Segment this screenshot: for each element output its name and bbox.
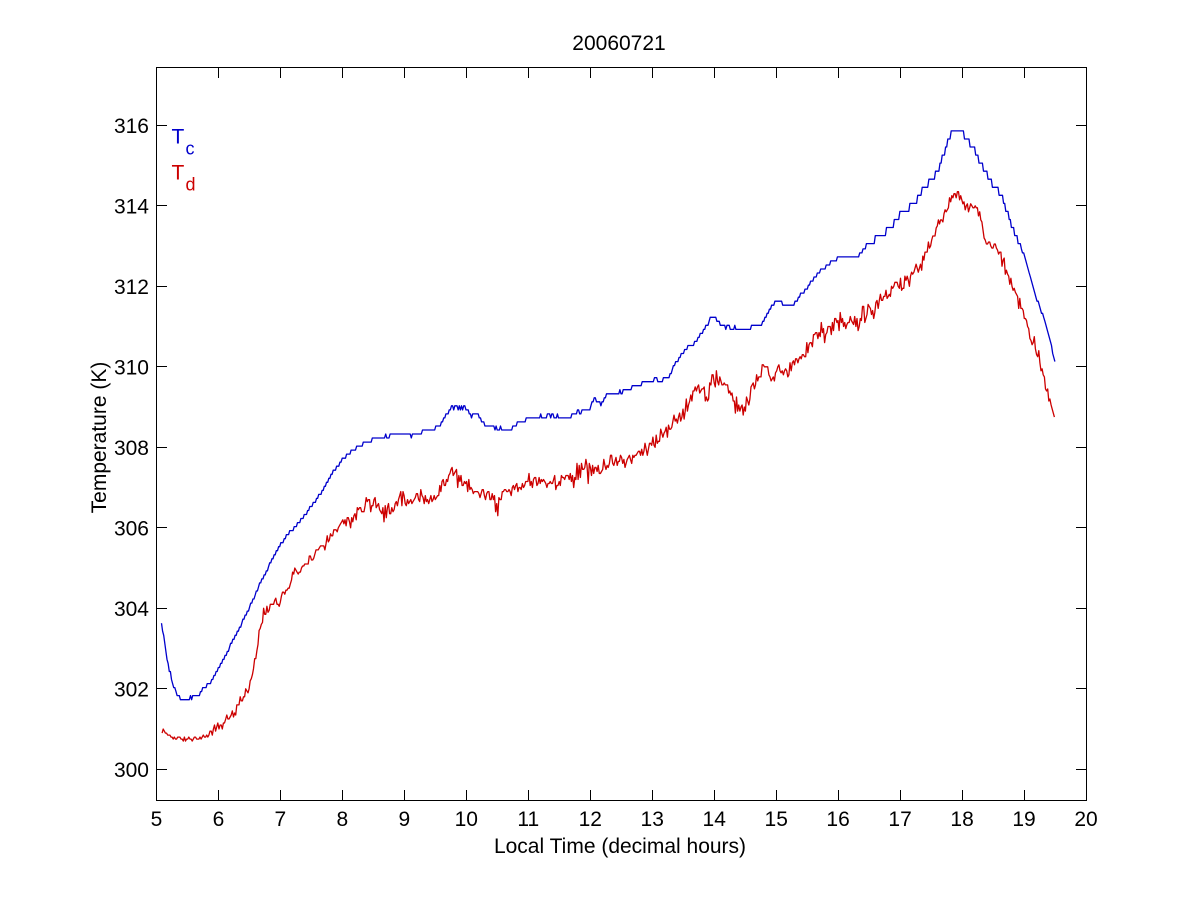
svg-text:6: 6 bbox=[213, 808, 225, 831]
svg-text:8: 8 bbox=[337, 808, 349, 831]
svg-text:c: c bbox=[186, 138, 195, 158]
svg-text:Local Time (decimal hours): Local Time (decimal hours) bbox=[494, 835, 746, 858]
svg-text:7: 7 bbox=[275, 808, 287, 831]
svg-text:312: 312 bbox=[114, 276, 149, 299]
svg-text:300: 300 bbox=[114, 759, 149, 782]
svg-text:20: 20 bbox=[1074, 808, 1097, 831]
svg-text:16: 16 bbox=[826, 808, 849, 831]
svg-text:d: d bbox=[186, 175, 196, 195]
svg-text:20060721: 20060721 bbox=[572, 32, 665, 55]
svg-text:304: 304 bbox=[114, 598, 149, 621]
svg-text:18: 18 bbox=[950, 808, 973, 831]
svg-text:5: 5 bbox=[151, 808, 163, 831]
svg-text:11: 11 bbox=[517, 808, 539, 831]
svg-text:314: 314 bbox=[114, 196, 149, 219]
svg-text:14: 14 bbox=[703, 808, 727, 831]
svg-text:310: 310 bbox=[114, 357, 149, 380]
svg-text:19: 19 bbox=[1012, 808, 1035, 831]
svg-text:13: 13 bbox=[641, 808, 664, 831]
svg-text:T: T bbox=[172, 162, 185, 185]
svg-text:9: 9 bbox=[399, 808, 411, 831]
svg-text:306: 306 bbox=[114, 518, 149, 541]
svg-text:308: 308 bbox=[114, 437, 149, 460]
svg-text:T: T bbox=[172, 126, 185, 149]
svg-text:Temperature (K): Temperature (K) bbox=[88, 362, 111, 514]
svg-text:17: 17 bbox=[888, 808, 911, 831]
svg-text:316: 316 bbox=[114, 115, 149, 138]
svg-text:12: 12 bbox=[579, 808, 602, 831]
svg-text:10: 10 bbox=[455, 808, 478, 831]
svg-text:302: 302 bbox=[114, 679, 149, 702]
svg-text:15: 15 bbox=[765, 808, 788, 831]
